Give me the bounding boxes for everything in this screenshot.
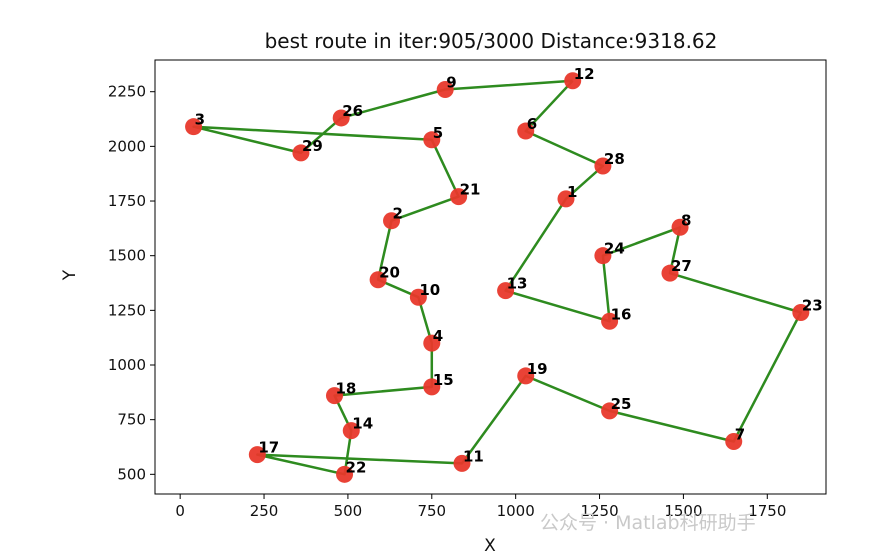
city-label-22: 22 (346, 458, 367, 476)
city-point-2 (383, 212, 401, 230)
city-label-3: 3 (195, 111, 205, 129)
city-label-15: 15 (433, 371, 454, 389)
city-point-16 (601, 312, 619, 330)
y-tick-label: 1500 (108, 247, 146, 265)
city-point-5 (423, 131, 441, 149)
y-tick-label: 1750 (108, 192, 146, 210)
city-label-7: 7 (735, 426, 745, 444)
city-label-13: 13 (507, 275, 528, 293)
chart-title: best route in iter:905/3000 Distance:931… (265, 29, 718, 53)
city-point-19 (517, 367, 535, 385)
x-tick-label: 1750 (748, 502, 786, 520)
axis-ticks: 0 250 500 750 1000 1250 1500 1750 500 750 1000 1250… (108, 83, 787, 520)
city-label-19: 19 (527, 360, 548, 378)
city-label-20: 20 (379, 264, 400, 282)
city-label-10: 10 (419, 281, 440, 299)
city-points (185, 72, 810, 483)
watermark-text: 公众号 · Matlab科研助手 (540, 512, 756, 534)
city-label-26: 26 (342, 102, 363, 120)
city-label-8: 8 (681, 211, 691, 229)
city-point-27 (661, 264, 679, 282)
city-point-24 (594, 247, 612, 265)
city-label-17: 17 (258, 439, 279, 457)
y-tick-label: 1000 (108, 356, 146, 374)
city-point-12 (564, 72, 582, 90)
route-line (192, 79, 803, 476)
y-tick-label: 500 (117, 465, 146, 483)
city-label-6: 6 (527, 115, 537, 133)
city-label-29: 29 (302, 137, 323, 155)
x-axis-label: X (484, 536, 496, 556)
city-label-4: 4 (433, 327, 443, 345)
x-tick-label: 1000 (497, 502, 535, 520)
city-point-26 (332, 109, 350, 127)
x-tick-label: 750 (417, 502, 446, 520)
city-label-2: 2 (393, 205, 403, 223)
city-label-9: 9 (446, 74, 456, 92)
city-point-1 (557, 190, 575, 208)
city-point-8 (671, 218, 689, 236)
city-label-18: 18 (335, 380, 356, 398)
x-tick-label: 1500 (664, 502, 702, 520)
x-tick-label: 1250 (580, 502, 618, 520)
city-point-6 (517, 122, 535, 140)
city-label-24: 24 (604, 240, 625, 258)
city-point-7 (725, 433, 743, 451)
city-label-1: 1 (567, 183, 577, 201)
y-axis-label: Y (60, 269, 80, 281)
city-point-22 (336, 465, 354, 483)
city-label-23: 23 (802, 297, 823, 315)
y-tick-label: 2250 (108, 83, 146, 101)
city-point-21 (450, 188, 468, 206)
plot-area (154, 59, 827, 495)
city-point-10 (409, 288, 427, 306)
city-point-28 (594, 157, 612, 175)
city-point-23 (792, 304, 810, 322)
city-label-11: 11 (463, 447, 484, 465)
route-path (192, 79, 803, 476)
city-label-27: 27 (671, 257, 692, 275)
city-label-12: 12 (574, 65, 595, 83)
city-point-3 (185, 118, 203, 136)
city-label-25: 25 (611, 395, 632, 413)
x-tick-label: 500 (334, 502, 363, 520)
city-point-13 (497, 282, 515, 300)
city-point-20 (369, 271, 387, 289)
city-label-21: 21 (460, 181, 481, 199)
city-point-29 (292, 144, 310, 162)
city-label-28: 28 (604, 150, 625, 168)
city-label-16: 16 (611, 305, 632, 323)
city-label-14: 14 (352, 415, 373, 433)
y-tick-label: 2000 (108, 137, 146, 155)
city-point-25 (601, 402, 619, 420)
city-point-15 (423, 378, 441, 396)
city-point-14 (342, 422, 360, 440)
city-label-5: 5 (433, 124, 443, 142)
city-point-9 (436, 81, 454, 99)
y-tick-label: 750 (117, 411, 146, 429)
city-point-11 (453, 454, 471, 472)
city-point-18 (325, 387, 343, 405)
city-point-4 (423, 334, 441, 352)
y-tick-label: 1250 (108, 301, 146, 319)
city-point-17 (248, 446, 266, 464)
x-tick-label: 250 (250, 502, 279, 520)
x-tick-label: 0 (175, 502, 185, 520)
